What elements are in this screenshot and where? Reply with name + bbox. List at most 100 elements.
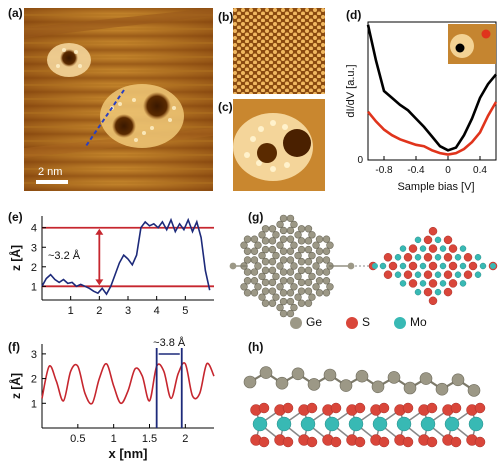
x-tick-label: 1 <box>111 433 117 445</box>
ge-atom <box>268 287 277 295</box>
mo-atom <box>490 263 496 269</box>
s-atom <box>354 402 366 414</box>
mo-atom <box>439 262 447 270</box>
ge-atom <box>290 303 298 312</box>
mo-atom <box>300 416 316 432</box>
x-tick-label: 0.5 <box>70 433 85 445</box>
ge-atom <box>279 226 288 235</box>
ge-atom <box>258 251 266 260</box>
s-atom <box>388 261 398 271</box>
ge-atom <box>339 379 353 392</box>
s-atom <box>354 436 366 448</box>
x-tick-label: -0.4 <box>407 165 425 176</box>
mo-atom <box>414 254 422 261</box>
y-axis-label: z [Å] <box>8 373 23 399</box>
stm-image-b <box>233 8 325 94</box>
y-tick-label: 2 <box>31 262 37 274</box>
s-atom <box>474 402 486 414</box>
ge-atom <box>312 262 320 270</box>
s-atom <box>448 261 458 271</box>
profile-line <box>41 217 211 296</box>
x-tick-label: 0.4 <box>473 165 487 176</box>
mo-atom <box>434 236 442 244</box>
ge-atom <box>276 303 284 312</box>
ge-atom <box>308 231 316 239</box>
ge-atom <box>261 257 270 266</box>
ge-atom <box>268 278 277 287</box>
ge-atom <box>297 245 306 254</box>
ge-atom <box>279 235 288 243</box>
structure-top-view-g <box>229 214 498 318</box>
y-axis-label: z [Å] <box>8 245 23 271</box>
s-atom <box>450 436 462 448</box>
mo-atom <box>419 245 427 252</box>
ge-atom <box>304 266 313 275</box>
s-atom <box>423 253 433 262</box>
mo-atom <box>372 263 378 269</box>
s-atom <box>383 270 393 279</box>
ge-atom <box>467 384 481 397</box>
ge-atom <box>322 247 331 255</box>
ge-atom <box>261 299 270 307</box>
s-atom <box>443 287 453 297</box>
ge-atom <box>308 251 316 260</box>
ge-atom <box>286 268 295 276</box>
s-atom <box>463 253 473 262</box>
mo-atom <box>459 245 467 252</box>
mo-atom <box>399 280 407 287</box>
mo-atom <box>474 271 482 278</box>
s-atom <box>468 261 478 271</box>
ge-atom <box>286 256 295 264</box>
mo-atom <box>399 245 407 252</box>
ge-atom <box>261 287 270 295</box>
ge-atom <box>261 225 270 233</box>
s-atom <box>383 253 393 262</box>
ge-atom <box>229 262 237 270</box>
mo-legend-dot <box>394 317 406 329</box>
ge-atom <box>279 277 288 285</box>
ge-atom <box>286 247 295 255</box>
ge-atom <box>240 241 248 249</box>
inset-image <box>448 24 496 64</box>
x-axis-label: Sample bias [V] <box>397 181 474 193</box>
ge-atom <box>294 231 302 239</box>
s-atom <box>426 402 438 414</box>
series-line-0 <box>366 24 498 152</box>
mo-atom <box>434 271 442 278</box>
ge-atom <box>286 297 295 306</box>
s-atom <box>378 402 390 414</box>
ge-atom <box>304 225 313 233</box>
ge-atom <box>290 241 298 249</box>
mo-legend-label: Mo <box>410 315 427 329</box>
ge-atom <box>268 257 277 266</box>
mo-atom <box>399 262 407 270</box>
ge-atom <box>268 237 277 245</box>
s-atom <box>258 402 270 414</box>
s-atom <box>282 436 294 448</box>
ge-atom <box>419 372 433 385</box>
ge-atom <box>286 289 295 297</box>
ge-atom <box>307 378 321 391</box>
ge-atom <box>304 287 313 295</box>
s-atom <box>403 270 413 279</box>
mo-atom <box>454 271 462 278</box>
ge-atom <box>294 251 302 260</box>
ge-atom <box>276 220 284 229</box>
mo-atom <box>276 416 292 432</box>
s-atom <box>426 436 438 448</box>
s-atom <box>423 235 433 245</box>
s-atom <box>402 402 414 414</box>
s-atom <box>428 279 438 288</box>
ge-atom <box>387 371 401 384</box>
ge-atom <box>276 241 284 249</box>
ge-legend-label: Ge <box>306 315 323 329</box>
series-line-1 <box>366 101 498 156</box>
ge-atom <box>290 262 298 270</box>
ge-atom <box>322 256 331 264</box>
ge-atom <box>243 289 252 297</box>
s-atom <box>474 436 486 448</box>
ge-atom <box>286 226 295 235</box>
mo-atom <box>420 416 436 432</box>
x-tick-label: 2 <box>182 433 188 445</box>
profile-line <box>41 362 215 405</box>
